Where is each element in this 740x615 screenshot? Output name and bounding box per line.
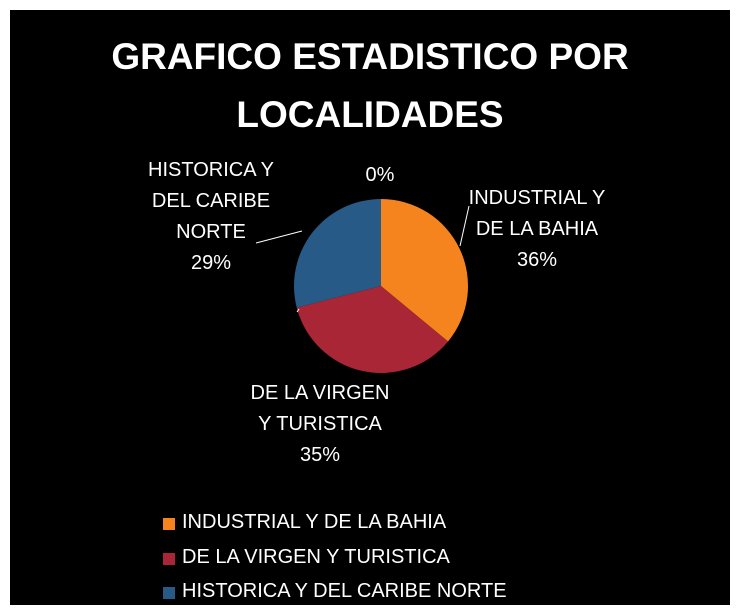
leader-line	[459, 205, 470, 247]
legend-label: HISTORICA Y DEL CARIBE NORTE	[182, 580, 507, 602]
chart-title: GRAFICO ESTADISTICO POR LOCALIDADES	[111, 36, 629, 135]
legend-label: INDUSTRIAL Y DE LA BAHIA	[182, 511, 447, 533]
data-label: INDUSTRIAL Y DE LA BAHIA 36%	[462, 183, 612, 276]
data-label: HISTORICA Y DEL CARIBE NORTE 29%	[145, 155, 277, 279]
legend-label: DE LA VIRGEN Y TURISTICA	[182, 545, 450, 568]
leader-line	[255, 230, 303, 244]
pie-slice	[381, 199, 468, 342]
pie-slice	[294, 199, 381, 308]
legend-swatch	[163, 518, 175, 530]
data-label: 0%	[345, 160, 415, 191]
data-label-value: 0%	[365, 164, 395, 186]
data-label-value: 35%	[299, 444, 341, 466]
leader-line	[296, 308, 300, 313]
data-label-category: INDUSTRIAL Y DE LA BAHIA	[468, 187, 606, 240]
data-label-value: 29%	[190, 252, 232, 274]
data-label-value: 36%	[516, 249, 558, 271]
data-label-category: HISTORICA Y DEL CARIBE NORTE	[148, 159, 274, 243]
legend-swatch	[163, 587, 175, 599]
legend-swatch	[163, 552, 175, 565]
data-label: DE LA VIRGEN Y TURISTICA 35%	[250, 378, 390, 471]
data-label-category: DE LA VIRGEN Y TURISTICA	[250, 382, 390, 435]
pie-slice	[296, 286, 449, 373]
